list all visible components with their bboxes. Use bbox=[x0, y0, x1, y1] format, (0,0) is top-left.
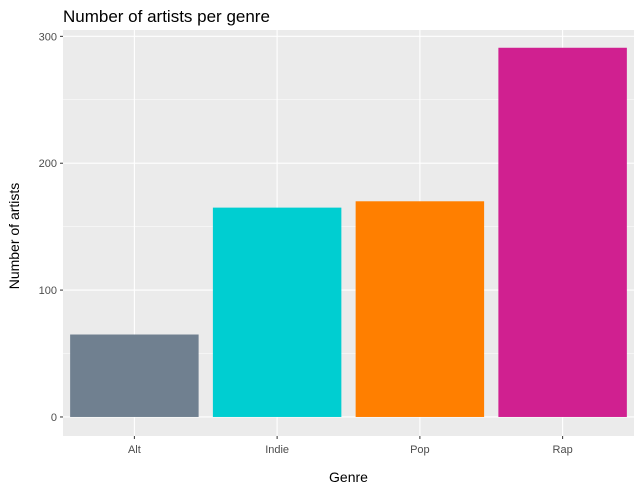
bar-alt bbox=[70, 334, 199, 417]
chart-title: Number of artists per genre bbox=[63, 7, 270, 26]
x-axis-title: Genre bbox=[329, 469, 368, 485]
y-tick-label: 0 bbox=[51, 412, 57, 424]
y-tick-label: 100 bbox=[39, 285, 57, 297]
y-tick-label: 200 bbox=[39, 158, 57, 170]
y-tick-label: 300 bbox=[39, 31, 57, 43]
bar-indie bbox=[212, 207, 342, 417]
y-axis: 0 100 200 300 bbox=[39, 31, 63, 424]
bar-rap bbox=[498, 47, 627, 417]
x-tick-label: Alt bbox=[128, 444, 141, 456]
y-axis-title: Number of artists bbox=[6, 183, 22, 290]
x-tick-label: Pop bbox=[410, 444, 430, 456]
x-tick-label: Indie bbox=[265, 444, 289, 456]
x-axis: Alt Indie Pop Rap bbox=[128, 436, 573, 456]
x-tick-label: Rap bbox=[553, 444, 573, 456]
bars bbox=[70, 47, 627, 417]
bar-pop bbox=[355, 201, 485, 417]
